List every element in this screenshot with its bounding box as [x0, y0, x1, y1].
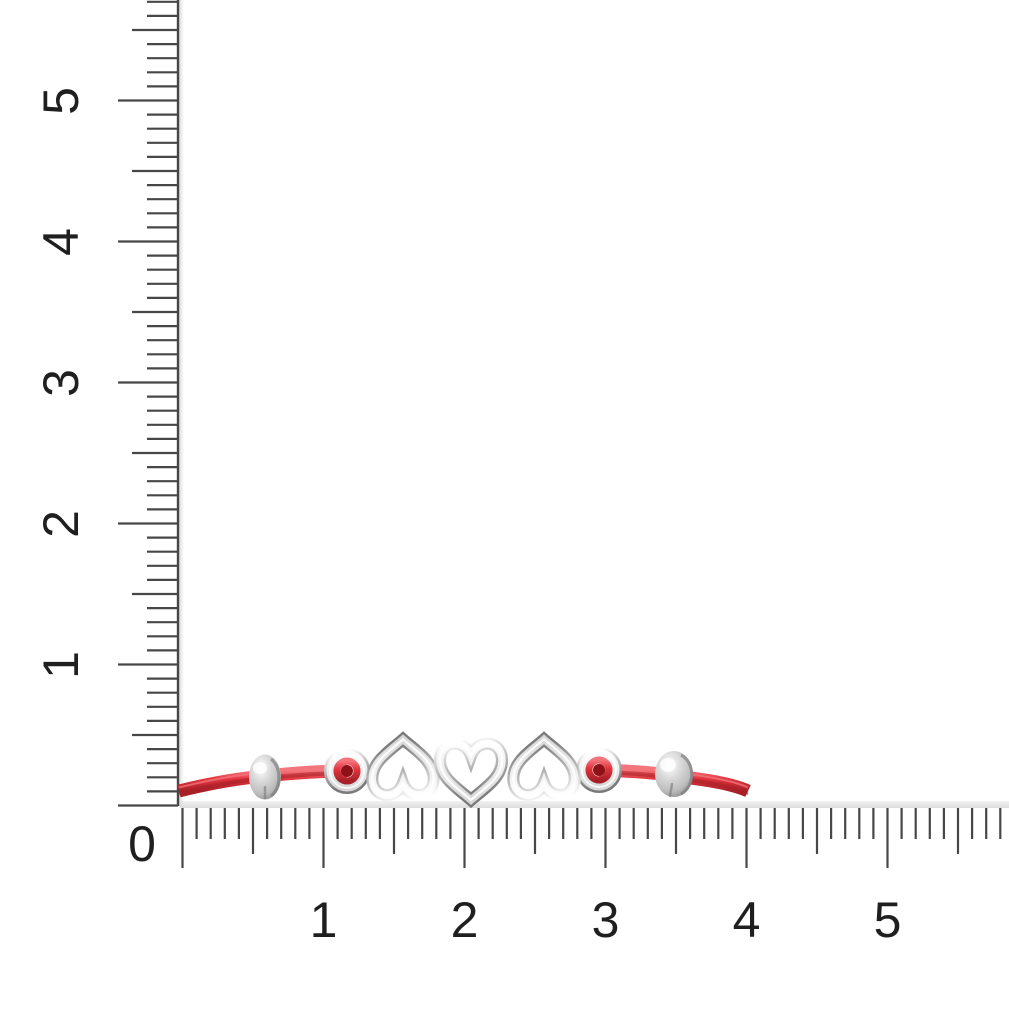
- heart-charm-left-icon: [372, 739, 433, 795]
- heart-charm-center-icon: [440, 744, 502, 800]
- ruler-ticks-layer: [118, 0, 1002, 868]
- slider-bead-left-icon: [249, 754, 281, 800]
- bracelet: [179, 739, 748, 800]
- slider-bead-right-icon: [655, 751, 694, 798]
- cord-loop-right: [585, 756, 613, 784]
- vertical-ruler-shadow: [179, 0, 184, 806]
- heart-charm-right-icon: [513, 739, 574, 795]
- horizontal-ruler-shadow: [180, 801, 1009, 808]
- cord-ring-right-icon: [576, 747, 622, 793]
- cord-ring-left-icon: [324, 748, 370, 794]
- cord-loop-left: [333, 757, 361, 785]
